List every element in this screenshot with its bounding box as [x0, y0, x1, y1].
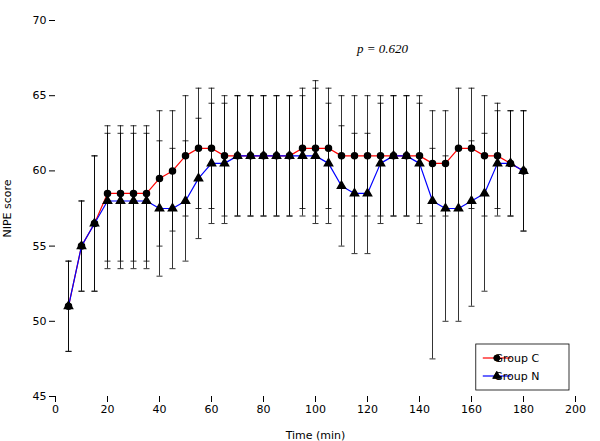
svg-text:180: 180: [513, 403, 534, 416]
svg-text:Time (min): Time (min): [285, 429, 346, 441]
svg-text:50: 50: [33, 315, 47, 328]
svg-text:Group C: Group C: [494, 352, 539, 365]
svg-text:65: 65: [33, 89, 47, 102]
svg-text:120: 120: [357, 403, 378, 416]
svg-text:45: 45: [33, 390, 47, 403]
svg-text:70: 70: [33, 14, 47, 27]
svg-text:60: 60: [205, 403, 219, 416]
svg-text:200: 200: [565, 403, 586, 416]
svg-text:60: 60: [33, 164, 47, 177]
svg-text:NIPE score: NIPE score: [1, 179, 14, 237]
svg-text:55: 55: [33, 240, 47, 253]
svg-text:80: 80: [257, 403, 271, 416]
svg-text:0: 0: [52, 403, 59, 416]
svg-text:p = 0.620: p = 0.620: [356, 41, 409, 56]
svg-text:20: 20: [101, 403, 115, 416]
svg-text:40: 40: [153, 403, 167, 416]
svg-text:160: 160: [461, 403, 482, 416]
svg-text:140: 140: [409, 403, 430, 416]
svg-text:Group N: Group N: [494, 370, 539, 383]
svg-text:100: 100: [305, 403, 326, 416]
